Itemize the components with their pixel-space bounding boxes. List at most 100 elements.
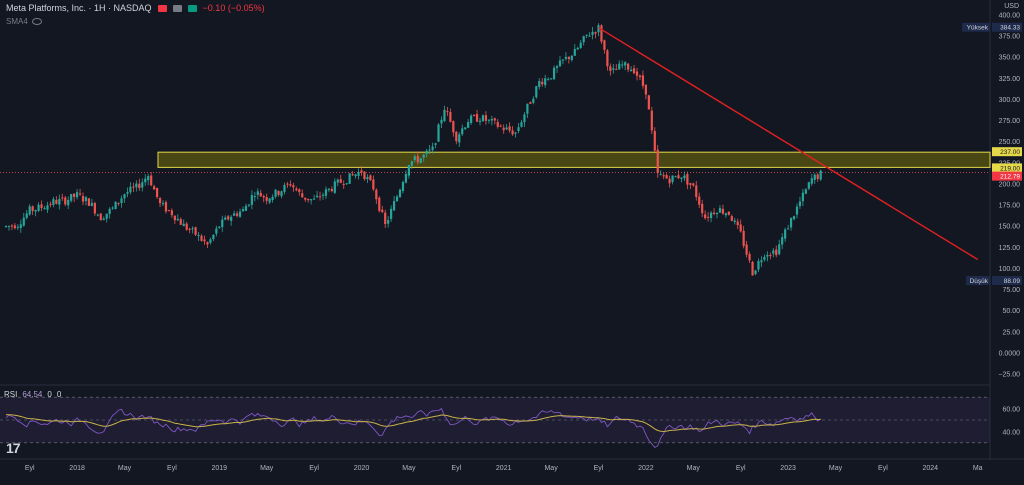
indicator-legend[interactable]: SMA4 <box>6 17 42 26</box>
candle-body <box>434 143 437 145</box>
candle-body <box>659 173 662 175</box>
candle-body <box>789 217 793 228</box>
y-tick-label: 75.00 <box>1002 287 1020 294</box>
candle-body <box>360 170 363 173</box>
candle-body <box>46 205 49 210</box>
candle-body <box>724 213 727 216</box>
candle-body <box>449 111 452 122</box>
price-label-bg <box>992 163 1022 173</box>
candle-body <box>398 189 402 198</box>
candle-body <box>87 198 91 206</box>
x-tick-label: Eyl <box>309 465 319 472</box>
candle-body <box>745 244 748 255</box>
candle-body <box>567 56 570 60</box>
x-tick-label: 2019 <box>212 465 228 472</box>
candle-body <box>650 110 653 131</box>
candle-body <box>392 201 396 211</box>
price-label: 219.00 <box>1000 165 1020 172</box>
rsi-legend[interactable]: RSI 64.54 0 0 <box>4 390 61 399</box>
sell-button[interactable] <box>157 4 167 12</box>
candle-body <box>422 154 425 158</box>
candle-body <box>259 192 262 197</box>
candle-body <box>496 122 499 127</box>
candle-body <box>375 189 378 200</box>
candle-body <box>609 66 612 71</box>
buy-button[interactable] <box>172 4 182 12</box>
candle-body <box>7 225 11 227</box>
candle-body <box>129 186 132 193</box>
price-label: 237.00 <box>1000 149 1020 156</box>
candle-body <box>804 189 807 194</box>
candle-body <box>751 261 754 276</box>
candle-body <box>194 227 197 235</box>
candle-body <box>600 25 603 42</box>
candle-body <box>298 189 301 192</box>
x-tick-label: May <box>402 465 416 472</box>
rsi-extra-1: 0 <box>47 390 52 399</box>
candle-body <box>588 35 591 37</box>
candle-body <box>792 216 796 220</box>
candle-body <box>117 202 120 204</box>
candle-body <box>555 66 559 68</box>
candle-body <box>561 59 565 61</box>
candle-body <box>704 214 707 219</box>
candle-body <box>425 150 428 154</box>
candle-body <box>253 196 256 198</box>
candle-body <box>390 208 393 219</box>
symbol-title[interactable]: Meta Platforms, Inc. · 1H · NASDAQ <box>6 3 152 13</box>
candle-body <box>238 211 242 217</box>
candle-body <box>727 211 730 215</box>
y-tick-label: 400.00 <box>999 12 1021 19</box>
candle-body <box>523 114 526 123</box>
candle-body <box>606 50 609 67</box>
candle-body <box>227 216 230 220</box>
candle-body <box>653 130 656 151</box>
candle-body <box>529 102 532 104</box>
candle-body <box>499 125 502 127</box>
candle-body <box>467 122 470 128</box>
eye-icon[interactable] <box>31 18 42 25</box>
candle-body <box>283 184 286 192</box>
candle-body <box>310 199 313 201</box>
candle-body <box>271 196 274 200</box>
candle-body <box>230 216 233 221</box>
y-tick-label: 100.00 <box>999 266 1021 273</box>
candle-body <box>37 204 40 211</box>
candle-body <box>641 75 645 86</box>
candle-body <box>446 111 449 113</box>
candle-body <box>191 228 194 230</box>
tradingview-logo[interactable]: 17 <box>6 440 21 456</box>
rsi-extra-2: 0 <box>56 390 62 399</box>
candle-body <box>624 62 627 66</box>
candle-body <box>345 183 348 185</box>
candle-body <box>470 115 473 123</box>
candle-body <box>455 131 458 142</box>
candle-body <box>638 75 642 78</box>
candle-body <box>807 182 810 189</box>
candle-body <box>13 225 16 229</box>
candle-body <box>342 184 345 186</box>
candle-body <box>662 175 665 177</box>
candle-body <box>366 177 369 180</box>
candle-body <box>810 178 813 184</box>
candle-body <box>203 239 206 242</box>
x-tick-label: Eyl <box>451 465 461 472</box>
candle-body <box>757 261 760 270</box>
candle-body <box>34 210 37 212</box>
x-tick-label: May <box>687 465 701 472</box>
x-tick-label: 2022 <box>638 465 654 472</box>
candle-body <box>43 208 46 210</box>
candle-body <box>10 225 14 227</box>
buy-button-2[interactable] <box>187 4 197 12</box>
y-tick-label: 375.00 <box>999 34 1021 41</box>
y-tick-label: 175.00 <box>999 203 1021 210</box>
candle-body <box>307 198 310 201</box>
candle-body <box>108 208 111 214</box>
candle-body <box>798 201 802 207</box>
candle-body <box>295 188 298 191</box>
candle-body <box>372 179 375 190</box>
candle-body <box>55 199 58 204</box>
